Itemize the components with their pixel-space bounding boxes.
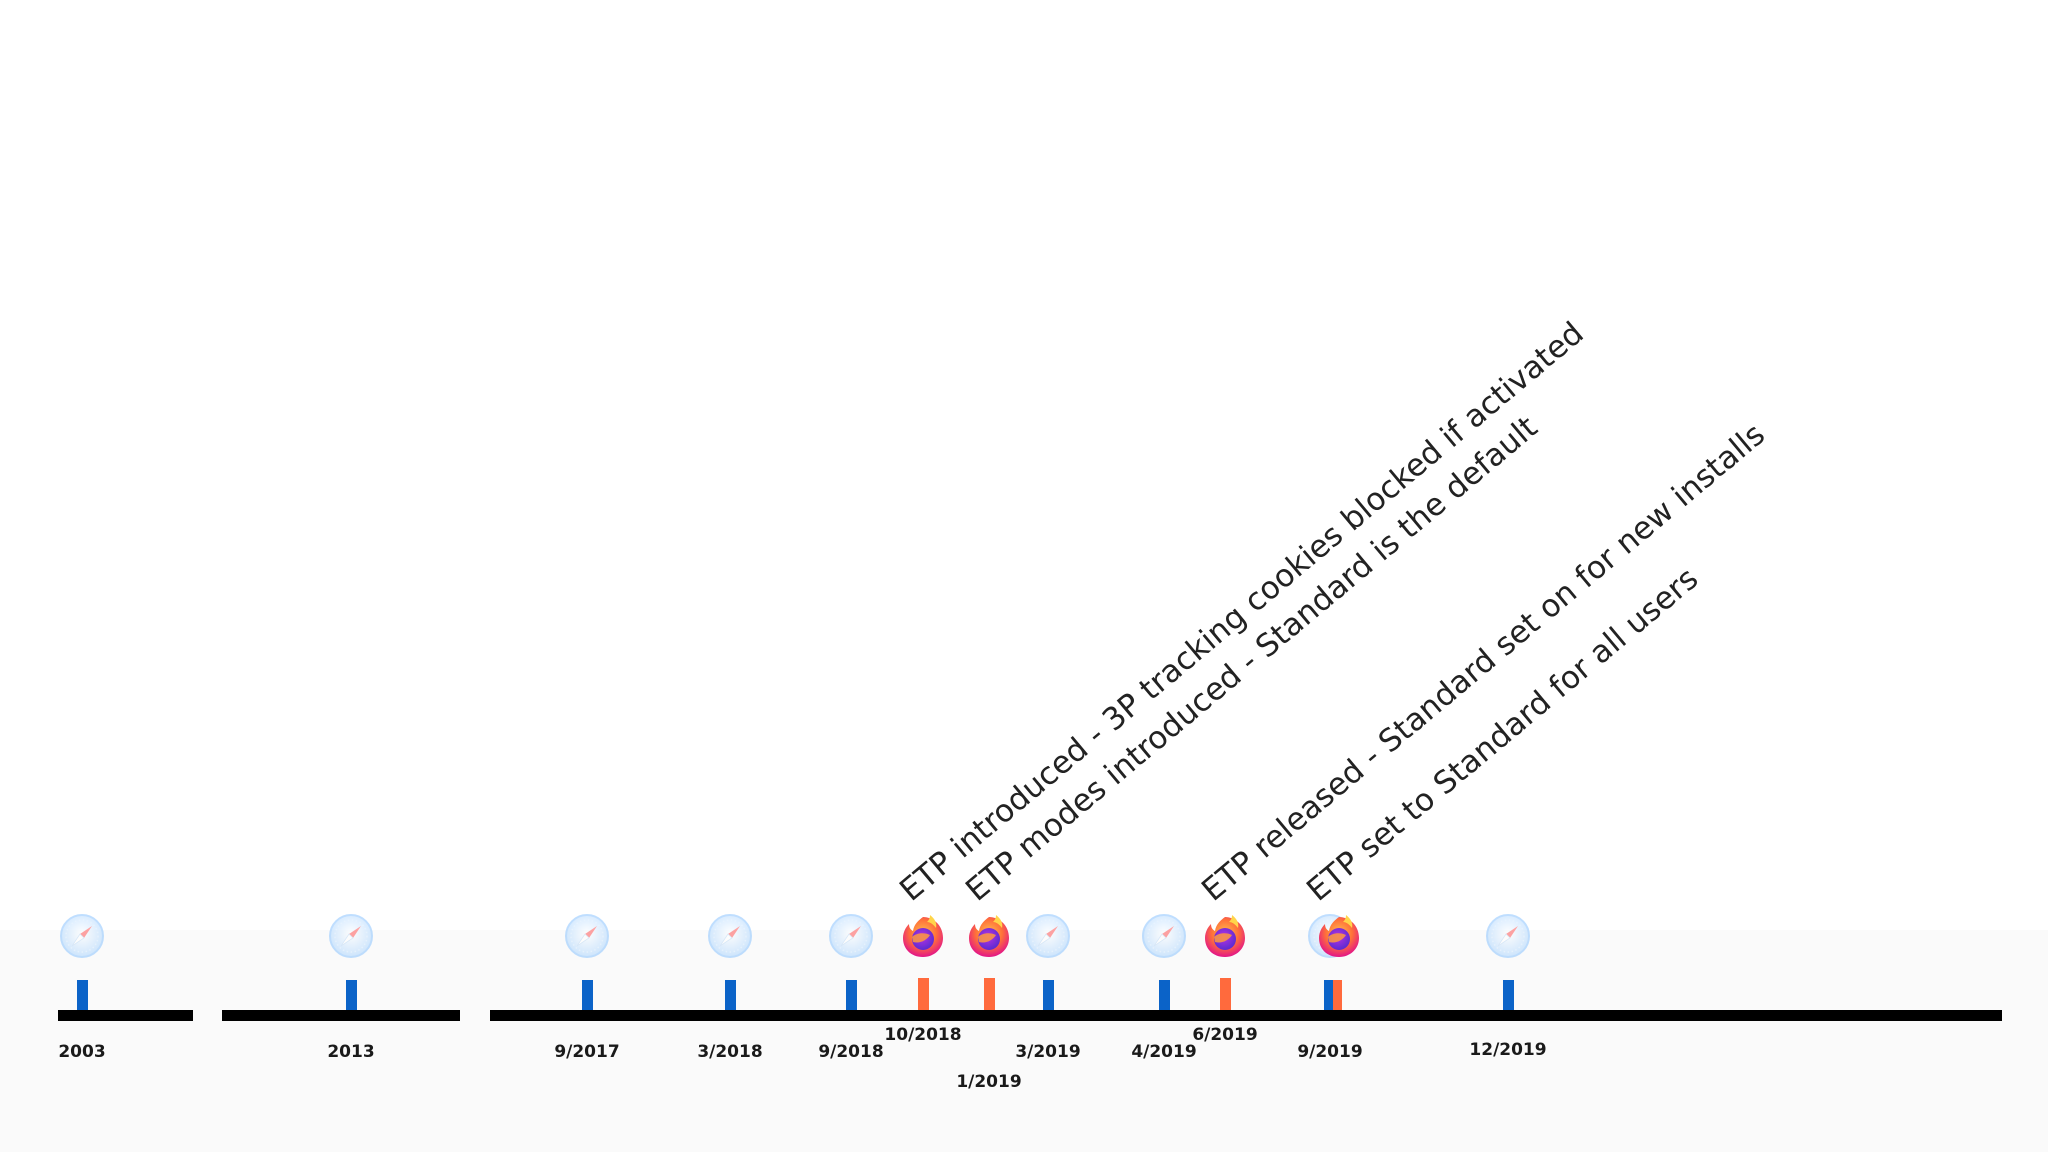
- date-label-4-2019: 4/2019: [1131, 1042, 1197, 1062]
- safari-icon: [828, 913, 874, 959]
- safari-icon: [564, 913, 610, 959]
- timeline-axis-segment-2013: [222, 1010, 460, 1021]
- tick-4-2019: [1159, 980, 1170, 1010]
- date-label-9-2017: 9/2017: [554, 1042, 620, 1062]
- firefox-icon: [966, 913, 1012, 959]
- tick-2003: [77, 980, 88, 1010]
- tick-2013: [346, 980, 357, 1010]
- date-label-2003: 2003: [58, 1042, 106, 1062]
- date-label-1-2019: 1/2019: [956, 1072, 1022, 1092]
- tick-9-2018: [846, 980, 857, 1010]
- firefox-icon: [1316, 913, 1362, 959]
- date-label-10-2018: 10/2018: [884, 1025, 962, 1045]
- safari-icon: [59, 913, 105, 959]
- date-label-9-2019: 9/2019: [1297, 1042, 1363, 1062]
- annotation-10-2018: ETP introduced - 3P tracking cookies blo…: [893, 315, 1591, 909]
- tick-3-2019: [1043, 980, 1054, 1010]
- tick-9-2017: [582, 980, 593, 1010]
- safari-icon: [707, 913, 753, 959]
- tick-10-2018: [918, 978, 929, 1010]
- tick-firefox-9-2019: [1333, 980, 1342, 1010]
- tick-6-2019: [1220, 978, 1231, 1010]
- safari-icon: [1025, 913, 1071, 959]
- tick-12-2019: [1503, 980, 1514, 1010]
- date-label-9-2018: 9/2018: [818, 1042, 884, 1062]
- safari-icon: [1485, 913, 1531, 959]
- date-label-3-2018: 3/2018: [697, 1042, 763, 1062]
- tick-1-2019: [984, 978, 995, 1010]
- tick-3-2018: [725, 980, 736, 1010]
- bottom-band: [0, 930, 2048, 1152]
- timeline-axis-segment-early: [58, 1010, 193, 1021]
- firefox-icon: [900, 913, 946, 959]
- date-label-12-2019: 12/2019: [1469, 1040, 1547, 1060]
- date-label-3-2019: 3/2019: [1015, 1042, 1081, 1062]
- safari-icon: [1141, 913, 1187, 959]
- annotation-6-2019: ETP released - Standard set on for new i…: [1195, 416, 1772, 909]
- tick-safari-9-2019: [1324, 980, 1335, 1010]
- date-label-6-2019: 6/2019: [1192, 1025, 1258, 1045]
- annotation-9-2019: ETP set to Standard for all users: [1300, 560, 1706, 909]
- date-label-2013: 2013: [327, 1042, 375, 1062]
- firefox-icon: [1202, 913, 1248, 959]
- safari-icon: [328, 913, 374, 959]
- timeline-axis-segment-main: [490, 1010, 2002, 1021]
